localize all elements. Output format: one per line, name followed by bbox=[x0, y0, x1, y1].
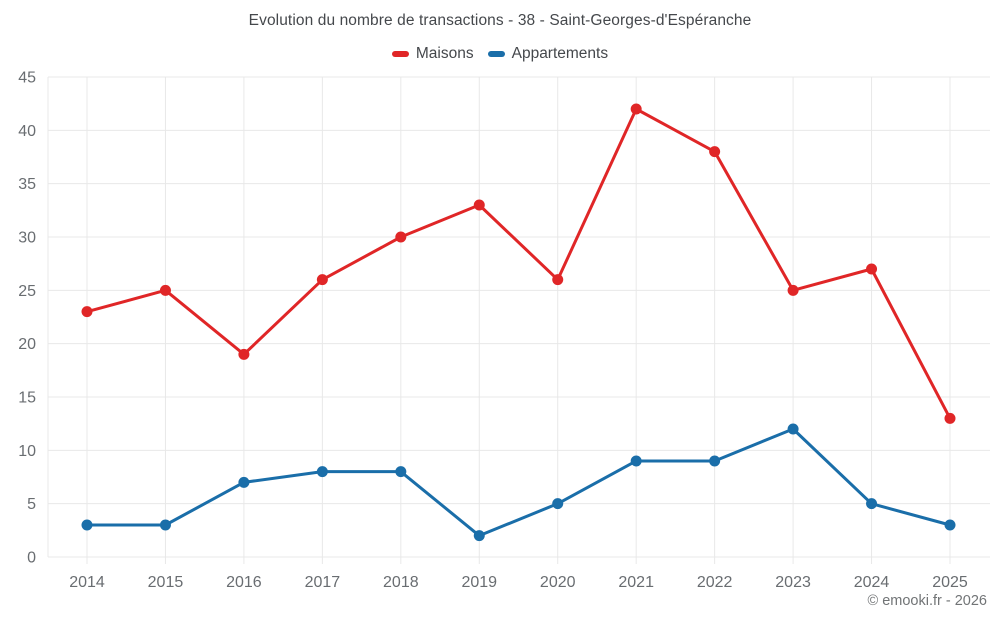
x-axis-label: 2018 bbox=[383, 574, 419, 591]
y-axis-label: 35 bbox=[18, 176, 36, 193]
legend-item-maisons[interactable]: Maisons bbox=[391, 45, 474, 63]
data-point-maisons-2018 bbox=[395, 231, 407, 243]
x-axis-label: 2024 bbox=[854, 574, 890, 591]
data-point-maisons-2016 bbox=[238, 348, 250, 360]
data-point-appartements-2018 bbox=[395, 466, 407, 478]
y-axis-label: 10 bbox=[18, 443, 36, 460]
series-line-appartements bbox=[85, 427, 952, 538]
legend-item-appartements[interactable]: Appartements bbox=[487, 45, 609, 63]
x-axis-label: 2020 bbox=[540, 574, 576, 591]
y-axis-label: 5 bbox=[27, 496, 36, 513]
x-axis-label: 2021 bbox=[618, 574, 654, 591]
data-point-maisons-2019 bbox=[473, 199, 485, 211]
x-axis-label: 2025 bbox=[932, 574, 968, 591]
data-point-maisons-2020 bbox=[552, 274, 564, 286]
data-point-appartements-2024 bbox=[866, 498, 878, 510]
legend-swatch-maisons bbox=[391, 51, 409, 57]
legend: Maisons Appartements bbox=[0, 45, 1000, 63]
data-point-maisons-2014 bbox=[81, 306, 93, 318]
chart-title: Evolution du nombre de transactions - 38… bbox=[248, 12, 752, 29]
y-axis-label: 40 bbox=[18, 123, 36, 140]
y-axis-label: 0 bbox=[27, 550, 36, 567]
data-point-maisons-2024 bbox=[866, 263, 878, 275]
y-axis-label: 30 bbox=[18, 230, 36, 247]
data-point-maisons-2022 bbox=[709, 146, 721, 158]
data-point-appartements-2021 bbox=[630, 455, 642, 467]
data-point-appartements-2023 bbox=[787, 423, 799, 435]
data-point-appartements-2025 bbox=[944, 519, 956, 531]
copyright-footer: © emooki.fr - 2026 bbox=[867, 593, 987, 609]
x-axis-label: 2022 bbox=[697, 574, 733, 591]
x-axis-label: 2023 bbox=[775, 574, 811, 591]
y-axis-label: 25 bbox=[18, 283, 36, 300]
legend-label: Maisons bbox=[415, 45, 474, 62]
data-point-appartements-2014 bbox=[81, 519, 93, 531]
x-axis-label: 2017 bbox=[305, 574, 341, 591]
data-point-maisons-2023 bbox=[787, 284, 799, 296]
y-axis-label: 15 bbox=[18, 390, 36, 407]
series-line-maisons bbox=[85, 107, 952, 420]
data-point-appartements-2016 bbox=[238, 476, 250, 488]
data-point-appartements-2019 bbox=[473, 530, 485, 542]
x-axis-label: 2015 bbox=[148, 574, 184, 591]
data-point-appartements-2020 bbox=[552, 498, 564, 510]
x-axis-label: 2016 bbox=[226, 574, 262, 591]
data-point-maisons-2025 bbox=[944, 412, 956, 424]
data-point-maisons-2015 bbox=[159, 284, 171, 296]
legend-label: Appartements bbox=[511, 45, 609, 62]
data-point-appartements-2022 bbox=[709, 455, 721, 467]
data-point-appartements-2015 bbox=[159, 519, 171, 531]
data-point-maisons-2021 bbox=[630, 103, 642, 115]
y-axis-label: 20 bbox=[18, 336, 36, 353]
y-axis-label: 45 bbox=[18, 70, 36, 87]
data-point-appartements-2017 bbox=[316, 466, 328, 478]
data-point-maisons-2017 bbox=[316, 274, 328, 286]
x-axis-label: 2014 bbox=[69, 574, 105, 591]
legend-swatch-appartements bbox=[487, 51, 505, 57]
x-axis-label: 2019 bbox=[461, 574, 497, 591]
